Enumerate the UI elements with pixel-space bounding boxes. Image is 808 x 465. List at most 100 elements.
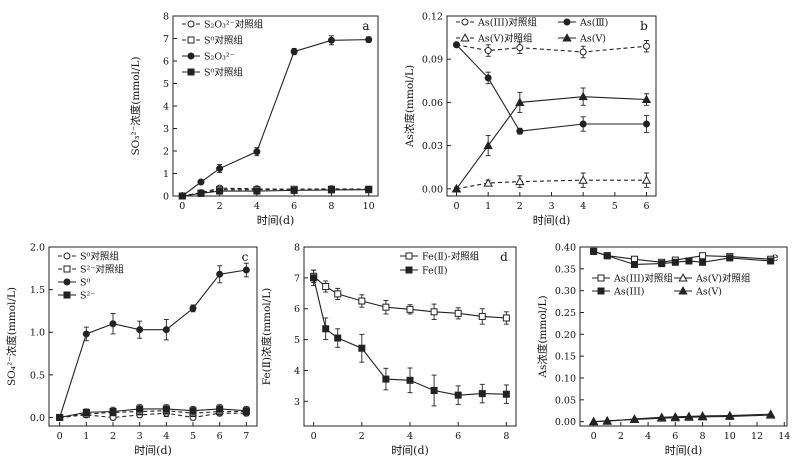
y-tick-label: 0.40 [555, 243, 576, 254]
legend-marker [63, 291, 71, 299]
plot-frame [48, 246, 258, 427]
data-point [365, 186, 373, 194]
x-tick-label: 6 [455, 431, 461, 442]
data-point [579, 120, 587, 128]
legend: S₂O₃²⁻对照组 S⁰对照组 S₂O₃²⁻ S⁰对照组 [182, 19, 264, 79]
y-tick-label: 0.03 [422, 141, 443, 152]
series-0 [310, 269, 510, 325]
y-tick-label: 0.25 [555, 308, 576, 319]
data-point [484, 74, 492, 82]
data-point [643, 120, 650, 128]
data-point [322, 325, 330, 333]
legend-marker [563, 18, 571, 26]
data-point [109, 320, 117, 328]
x-tick-label: 12 [751, 431, 763, 442]
legend-marker [405, 252, 413, 260]
data-point [216, 165, 224, 173]
data-point [82, 408, 90, 416]
panel-d: 0 2 4 6 8 3 4 5 6 7 8 时间(d) Fe(Ⅱ)浓度(mmol/L) d Fe(Ⅱ)-对照… [260, 243, 517, 457]
data-point [454, 309, 462, 317]
y-tick-label: 4 [294, 366, 300, 377]
legend-label: As(III) [613, 287, 644, 298]
legend-label: As(Ⅴ) [579, 34, 606, 45]
y-tick-label: 0 [163, 192, 169, 203]
data-point [641, 175, 652, 184]
data-point [515, 176, 525, 186]
data-point [334, 290, 342, 298]
x-axis-label: 时间(d) [257, 214, 295, 227]
data-point [630, 260, 638, 268]
data-point [382, 303, 390, 311]
x-tick-label: 3 [548, 201, 554, 212]
series-1 [453, 41, 650, 135]
data-point [671, 258, 679, 266]
panel-letter: e [771, 250, 778, 264]
x-tick-label: 1 [485, 201, 491, 212]
y-tick-label: 0.00 [422, 184, 443, 195]
legend-label: S₂O₃²⁻ [204, 52, 235, 63]
x-axis-label: 时间(d) [533, 214, 571, 227]
data-point [578, 91, 588, 101]
legend-label: As(III)对照组 [477, 17, 537, 29]
data-point [699, 258, 707, 266]
legend-label: S⁰ [80, 278, 91, 289]
legend-label: S²⁻ [80, 291, 95, 302]
y-tick-label: 1 [163, 169, 169, 180]
data-point [242, 266, 250, 274]
data-point [484, 47, 492, 55]
y-tick-label: 2.0 [30, 243, 45, 254]
data-point [189, 304, 197, 312]
series-line [593, 250, 771, 263]
data-point [658, 260, 666, 268]
y-axis-label: SO₃²⁻浓度(mmol/L) [129, 56, 142, 155]
y-tick-label: 7 [294, 273, 300, 284]
data-point [670, 412, 680, 421]
data-point [358, 297, 366, 305]
series-line [181, 39, 369, 197]
x-tick-label: 0 [179, 201, 185, 212]
series-1 [588, 410, 776, 426]
x-axis-label: 时间(d) [391, 444, 429, 457]
legend-marker [678, 286, 688, 295]
data-point [197, 178, 205, 186]
x-tick-label: 0 [591, 431, 597, 442]
legend-label: As(III)对照组 [613, 273, 673, 285]
y-tick-label: 1.5 [30, 285, 45, 296]
y-tick-label: 0.00 [555, 417, 576, 428]
x-tick-label: 14 [778, 431, 790, 442]
y-tick-label: 3 [294, 397, 300, 408]
legend-label: S²⁻对照组 [80, 264, 124, 276]
x-tick-label: 6 [672, 431, 678, 442]
data-point [516, 127, 524, 135]
legend-marker [187, 52, 195, 60]
panel-a: 0 2 4 6 8 10 0 1 2 3 4 5 6 7 8 时间(d) SO₃²⁻浓度(mmol/L) a S₂O… [129, 12, 379, 227]
series-line [456, 44, 647, 132]
legend: As(III)对照组 As(Ⅴ)对照组 As(III) As(Ⅴ) [592, 273, 751, 298]
data-point [253, 187, 261, 195]
data-point [334, 334, 342, 342]
legend-marker [460, 33, 470, 42]
x-tick-label: 4 [163, 431, 169, 442]
data-point [726, 254, 734, 262]
data-point [197, 189, 205, 197]
data-point [454, 391, 462, 399]
data-point [590, 247, 598, 255]
series-2 [590, 247, 775, 268]
y-tick-label: 0.12 [422, 12, 443, 23]
y-tick-label: 0.15 [555, 352, 576, 363]
data-point [767, 257, 775, 265]
data-point [242, 407, 250, 415]
data-point [430, 308, 438, 316]
data-point [502, 390, 510, 398]
data-point [697, 411, 708, 420]
data-point [602, 416, 612, 425]
x-tick-label: 2 [359, 431, 365, 442]
data-point [310, 274, 318, 282]
series-line [313, 277, 507, 396]
x-tick-label: 4 [407, 431, 413, 442]
legend-marker [678, 273, 688, 282]
data-point [451, 183, 462, 193]
data-point [189, 407, 197, 415]
